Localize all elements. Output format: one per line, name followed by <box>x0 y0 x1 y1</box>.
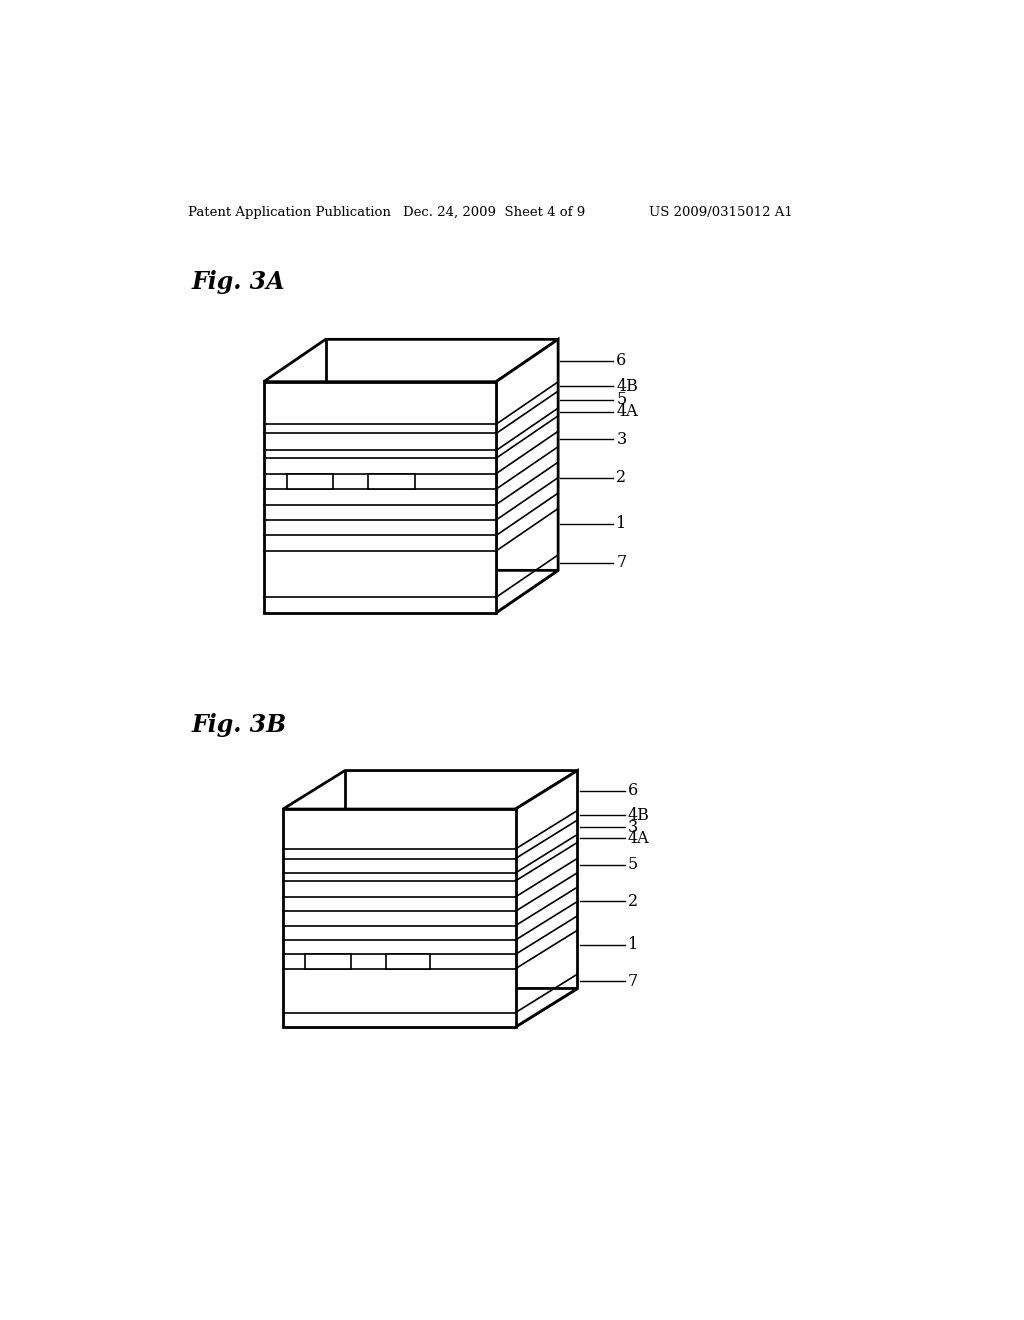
Text: 2: 2 <box>616 469 627 486</box>
Text: 1: 1 <box>616 516 627 532</box>
Text: 6: 6 <box>616 352 627 370</box>
Polygon shape <box>287 474 334 490</box>
Text: 6: 6 <box>628 781 638 799</box>
Text: 2: 2 <box>628 892 638 909</box>
Text: 4B: 4B <box>628 807 650 824</box>
Polygon shape <box>369 474 415 490</box>
Text: 1: 1 <box>628 936 638 953</box>
Text: 4A: 4A <box>616 404 638 421</box>
Text: 7: 7 <box>616 554 627 572</box>
Polygon shape <box>263 381 496 612</box>
Text: Patent Application Publication: Patent Application Publication <box>188 206 391 219</box>
Polygon shape <box>496 339 558 612</box>
Text: Fig. 3B: Fig. 3B <box>191 713 287 737</box>
Text: 4B: 4B <box>616 378 638 395</box>
Polygon shape <box>263 570 558 612</box>
Text: 5: 5 <box>616 391 627 408</box>
Text: Dec. 24, 2009  Sheet 4 of 9: Dec. 24, 2009 Sheet 4 of 9 <box>403 206 586 219</box>
Text: Fig. 3A: Fig. 3A <box>191 271 285 294</box>
Polygon shape <box>263 339 558 381</box>
Polygon shape <box>515 771 578 1027</box>
Text: 4A: 4A <box>628 830 649 847</box>
Polygon shape <box>305 954 351 969</box>
Polygon shape <box>283 989 578 1027</box>
Text: 5: 5 <box>628 857 638 874</box>
Text: US 2009/0315012 A1: US 2009/0315012 A1 <box>649 206 793 219</box>
Text: 7: 7 <box>628 973 638 990</box>
Text: 3: 3 <box>628 818 638 836</box>
Polygon shape <box>386 954 430 969</box>
Polygon shape <box>283 809 515 1027</box>
Text: 3: 3 <box>616 430 627 447</box>
Polygon shape <box>283 771 578 809</box>
